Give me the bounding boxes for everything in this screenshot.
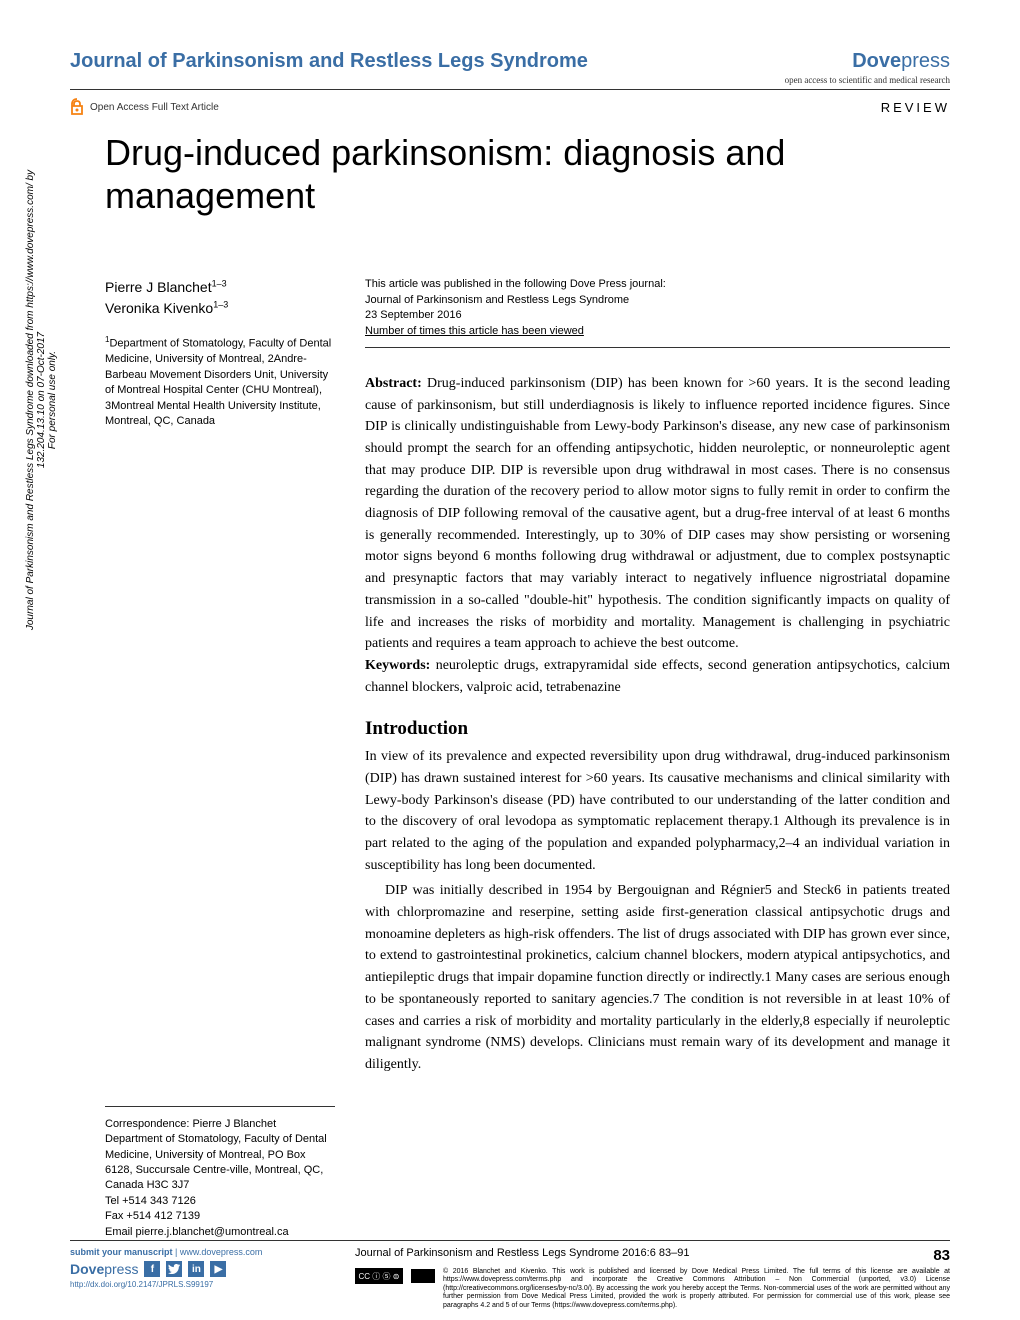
citation-row: Journal of Parkinsonism and Restless Leg…	[355, 1247, 950, 1264]
open-access-label: Open Access Full Text Article	[90, 102, 219, 113]
pub-info-line2: Journal of Parkinsonism and Restless Leg…	[365, 293, 950, 308]
right-column: This article was published in the follow…	[365, 277, 950, 1079]
authors-block: Pierre J Blanchet1–3 Veronika Kivenko1–3	[105, 277, 335, 319]
publication-info: This article was published in the follow…	[365, 277, 950, 348]
abstract-label: Abstract:	[365, 376, 422, 391]
cc-badge-icon: CC ⓘ ⑤ ⊜	[355, 1268, 403, 1284]
facebook-icon[interactable]: f	[144, 1261, 160, 1277]
correspondence-block: Correspondence: Pierre J Blanchet Depart…	[105, 1106, 335, 1240]
license-text: © 2016 Blanchet and Kivenko. This work i…	[443, 1268, 950, 1310]
author-2: Veronika Kivenko1–3	[105, 298, 335, 319]
publisher-block: Dovepress open access to scientific and …	[785, 50, 950, 85]
journal-name: Journal of Parkinsonism and Restless Leg…	[70, 50, 588, 73]
introduction-heading: Introduction	[365, 718, 950, 740]
social-row: Dovepress f in ▶	[70, 1261, 335, 1277]
affiliations: 1Department of Stomatology, Faculty of D…	[105, 334, 335, 429]
pub-info-line3: 23 September 2016	[365, 308, 950, 323]
view-count-link[interactable]: Number of times this article has been vi…	[365, 324, 950, 339]
twitter-icon[interactable]	[166, 1261, 182, 1277]
article-type-label: REVIEW	[881, 100, 950, 115]
subheader-row: Open Access Full Text Article REVIEW	[70, 98, 950, 116]
open-access-icon	[70, 98, 84, 116]
publisher-tagline: open access to scientific and medical re…	[785, 75, 950, 85]
correspondence-email: Email pierre.j.blanchet@umontreal.ca	[105, 1225, 335, 1240]
download-attribution-sidebar: Journal of Parkinsonism and Restless Leg…	[25, 150, 58, 650]
publisher-brand: Dovepress	[785, 50, 950, 73]
page-footer: submit your manuscript | www.dovepress.c…	[70, 1240, 950, 1310]
license-row: CC ⓘ ⑤ ⊜ © 2016 Blanchet and Kivenko. Th…	[355, 1268, 950, 1310]
submit-manuscript-link[interactable]: submit your manuscript | www.dovepress.c…	[70, 1247, 335, 1257]
abstract-block: Abstract: Drug-induced parkinsonism (DIP…	[365, 373, 950, 698]
intro-p2: DIP was initially described in 1954 by B…	[365, 880, 950, 1075]
introduction-body: In view of its prevalence and expected r…	[365, 746, 950, 1075]
open-access-badge: Open Access Full Text Article	[70, 98, 219, 116]
author-1: Pierre J Blanchet1–3	[105, 277, 335, 298]
intro-p1: In view of its prevalence and expected r…	[365, 746, 950, 876]
footer-right: Journal of Parkinsonism and Restless Leg…	[355, 1247, 950, 1310]
content-area: Pierre J Blanchet1–3 Veronika Kivenko1–3…	[105, 277, 950, 1079]
page-number: 83	[933, 1247, 950, 1264]
pub-info-line1: This article was published in the follow…	[365, 277, 950, 292]
header-row: Journal of Parkinsonism and Restless Leg…	[70, 50, 950, 90]
nc-badge-icon	[411, 1269, 435, 1283]
keywords-label: Keywords:	[365, 658, 430, 673]
correspondence-fax: Fax +514 412 7139	[105, 1209, 335, 1224]
doi-link[interactable]: http://dx.doi.org/10.2147/JPRLS.S99197	[70, 1280, 335, 1289]
linkedin-icon[interactable]: in	[188, 1261, 204, 1277]
correspondence-addr: Department of Stomatology, Faculty of De…	[105, 1132, 335, 1194]
left-column: Pierre J Blanchet1–3 Veronika Kivenko1–3…	[105, 277, 335, 1079]
dovepress-footer-brand: Dovepress	[70, 1261, 138, 1277]
keywords-text: neuroleptic drugs, extrapyramidal side e…	[365, 658, 950, 695]
play-icon[interactable]: ▶	[210, 1261, 226, 1277]
correspondence-label: Correspondence: Pierre J Blanchet	[105, 1117, 335, 1132]
article-title: Drug-induced parkinsonism: diagnosis and…	[105, 131, 950, 217]
citation-text: Journal of Parkinsonism and Restless Leg…	[355, 1247, 689, 1264]
footer-left: submit your manuscript | www.dovepress.c…	[70, 1247, 335, 1310]
abstract-text: Drug-induced parkinsonism (DIP) has been…	[365, 376, 950, 651]
correspondence-tel: Tel +514 343 7126	[105, 1194, 335, 1209]
